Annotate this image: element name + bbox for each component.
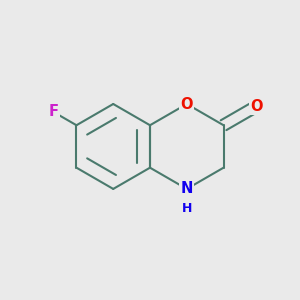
Text: O: O — [250, 99, 263, 114]
Text: F: F — [49, 104, 58, 119]
Text: H: H — [182, 202, 192, 215]
Text: N: N — [181, 182, 193, 196]
Text: O: O — [181, 97, 193, 112]
